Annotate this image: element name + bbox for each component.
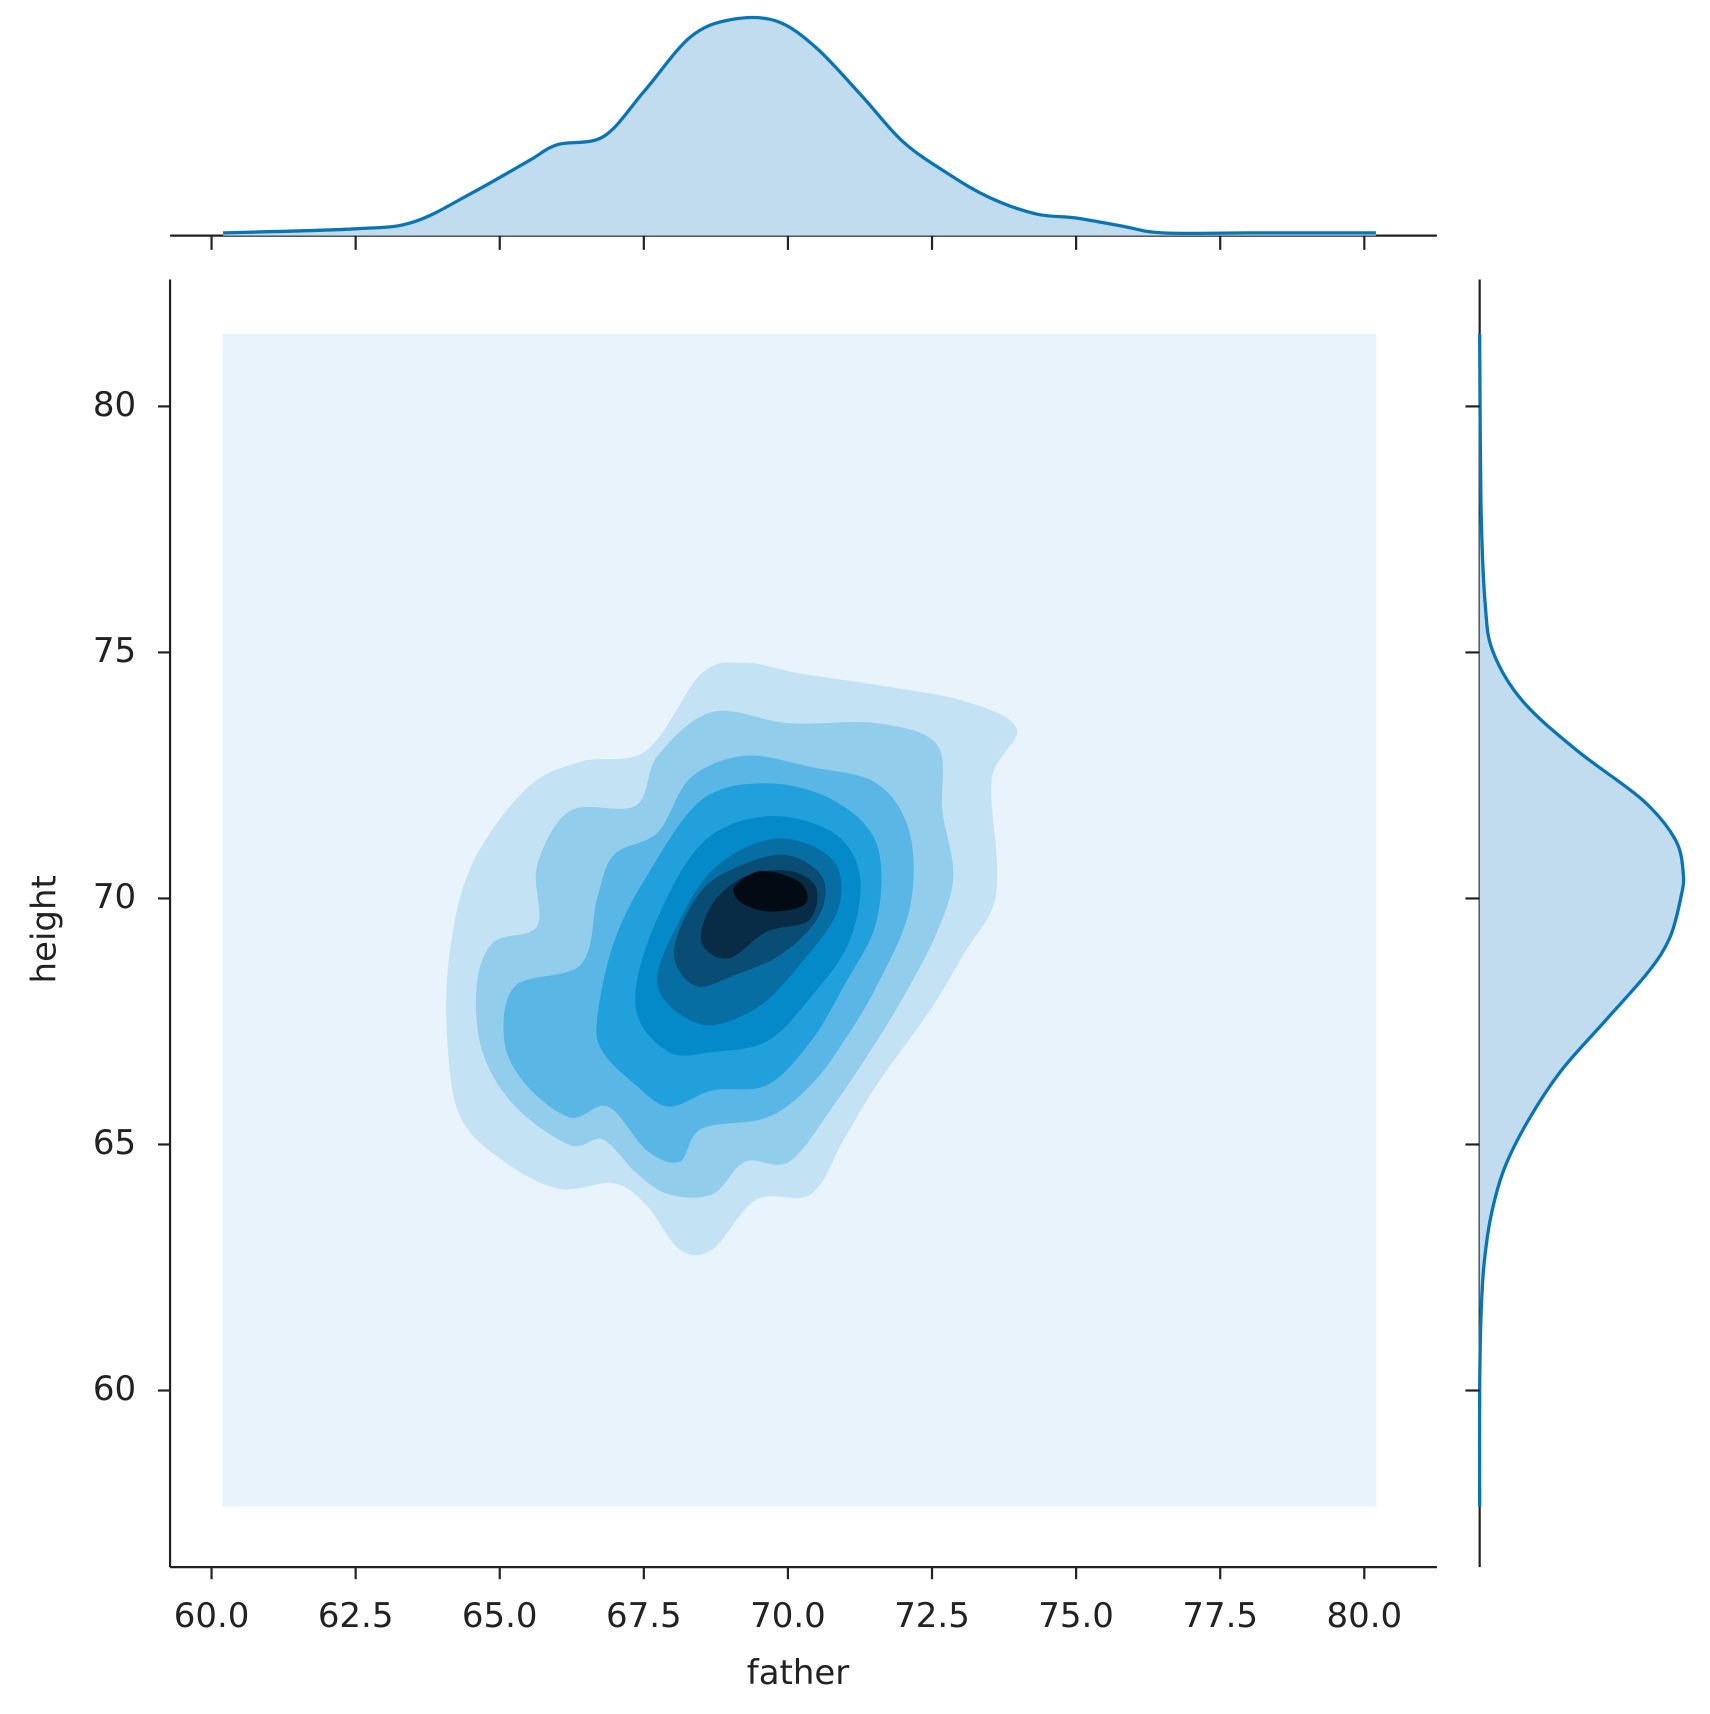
density-contour <box>733 870 808 912</box>
top-marginal-line <box>223 15 1376 236</box>
y-axis-label: height <box>25 875 65 983</box>
x-tick-label: 62.5 <box>318 1596 394 1636</box>
x-tick-label: 72.5 <box>894 1596 970 1636</box>
right-marginal-fill <box>1479 334 1684 1507</box>
x-tick-label: 67.5 <box>606 1596 682 1636</box>
y-tick-label: 70 <box>93 877 136 917</box>
top-marginal-fill <box>223 17 1376 236</box>
x-tick-label: 60.0 <box>174 1596 250 1636</box>
y-tick-label: 60 <box>93 1369 136 1409</box>
y-tick-label: 75 <box>93 631 136 671</box>
x-tick-label: 75.0 <box>1038 1596 1114 1636</box>
x-tick-label: 77.5 <box>1182 1596 1258 1636</box>
y-tick-label: 65 <box>93 1123 136 1163</box>
x-axis-label: father <box>747 1653 850 1693</box>
right-marginal-line <box>1477 334 1686 1507</box>
y-tick-label: 80 <box>93 385 136 425</box>
x-tick-label: 70.0 <box>750 1596 826 1636</box>
contour-layer <box>222 334 1377 1507</box>
x-tick-label: 80.0 <box>1326 1596 1402 1636</box>
x-tick-label: 65.0 <box>462 1596 538 1636</box>
